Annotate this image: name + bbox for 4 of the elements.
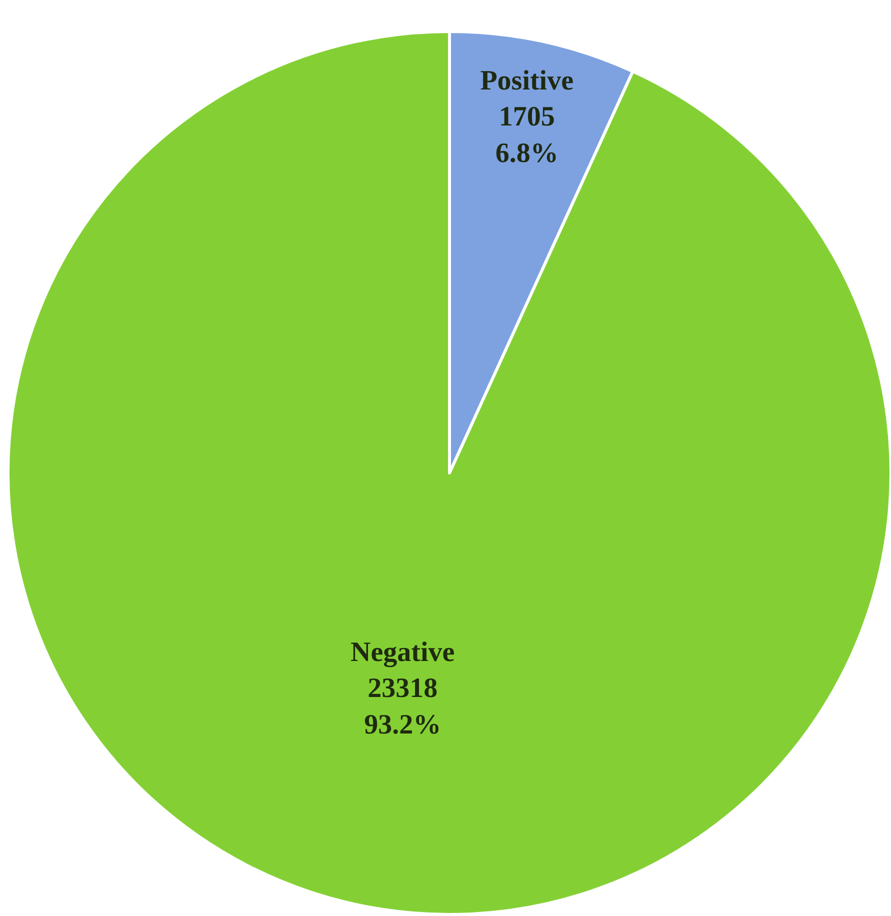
slice-label: Positive [480, 65, 574, 96]
slice-label: Negative [350, 636, 455, 668]
data-label: 1705 6.8% [495, 102, 558, 170]
data-label: 23318 93.2% [364, 673, 442, 741]
